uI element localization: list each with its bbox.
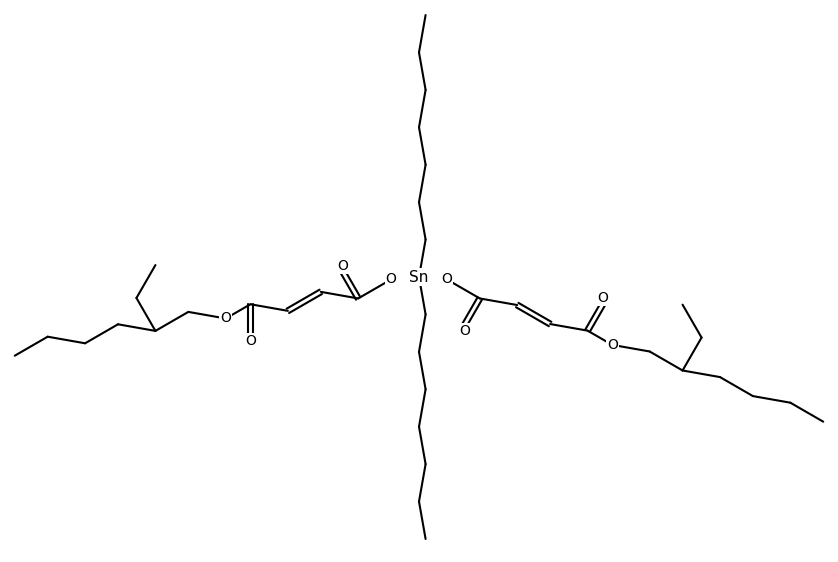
Text: O: O — [385, 273, 396, 287]
Text: O: O — [597, 291, 608, 305]
Text: O: O — [459, 324, 470, 338]
Text: O: O — [338, 259, 349, 273]
Text: O: O — [607, 338, 618, 352]
Text: O: O — [442, 273, 453, 287]
Text: Sn: Sn — [409, 270, 429, 284]
Text: O: O — [245, 334, 256, 348]
Text: O: O — [220, 311, 231, 325]
